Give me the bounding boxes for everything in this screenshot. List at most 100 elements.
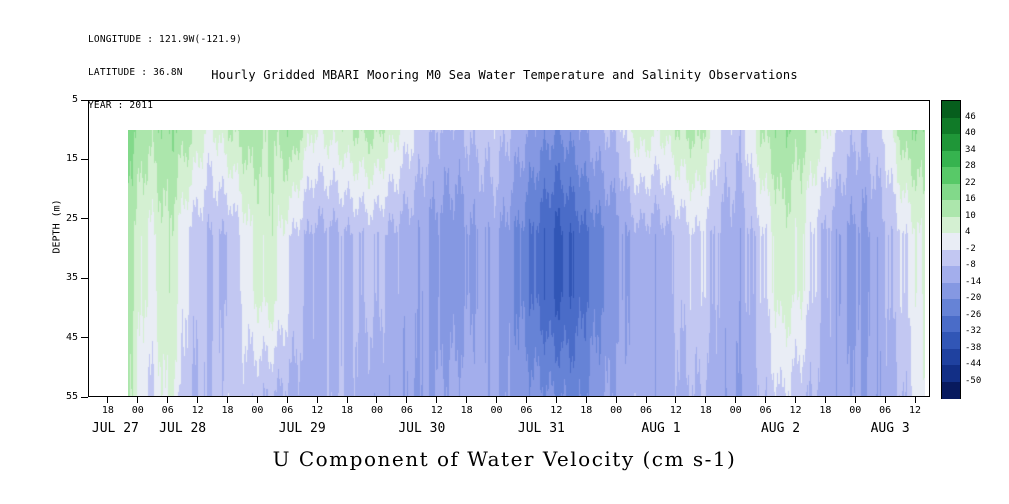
velocity-heatmap	[128, 130, 925, 397]
x-tick	[496, 397, 498, 403]
y-tick-label: 35	[65, 272, 78, 284]
x-tick-label: 18	[819, 405, 832, 416]
x-tick-label: 12	[789, 405, 802, 416]
colorbar-tick-label: 46	[965, 111, 976, 122]
x-tick-label: 18	[101, 405, 114, 416]
x-tick-label: 18	[221, 405, 234, 416]
x-tick	[376, 397, 378, 403]
colorbar-segment	[942, 167, 960, 184]
colorbar-segment	[942, 266, 960, 283]
y-tick	[81, 277, 88, 279]
colorbar-segment	[942, 381, 960, 399]
y-tick-label: 45	[65, 331, 78, 343]
x-tick-label: 06	[161, 405, 174, 416]
date-label: JUL 31	[517, 421, 565, 436]
colorbar-tick-label: -20	[965, 293, 982, 303]
colorbar-tick-label: -32	[965, 326, 982, 336]
x-tick-label: 00	[490, 405, 503, 416]
x-tick-label: 00	[849, 405, 862, 416]
colorbar-segment	[942, 134, 960, 151]
x-tick	[735, 397, 737, 403]
date-label: JUL 27	[91, 421, 139, 436]
date-label: AUG 1	[641, 421, 681, 436]
y-tick	[81, 158, 88, 160]
colorbar-tick-label: -44	[965, 359, 982, 369]
header-block: LONGITUDE : 121.9W(-121.9) LATITUDE : 36…	[88, 12, 242, 133]
x-tick	[286, 397, 288, 403]
x-tick-label: 12	[550, 405, 563, 416]
colorbar-segment	[942, 233, 960, 250]
x-tick-label: 18	[460, 405, 473, 416]
date-label: JUL 30	[398, 421, 446, 436]
header-latitude: LATITUDE : 36.8N	[88, 67, 183, 78]
x-tick	[346, 397, 348, 403]
colorbar-segment	[942, 315, 960, 333]
header-year: YEAR : 2011	[88, 100, 154, 111]
plot-frame	[88, 100, 930, 397]
y-tick-label: 55	[65, 391, 78, 402]
colorbar-segment	[942, 282, 960, 300]
x-tick	[884, 397, 886, 403]
colorbar-segment	[942, 299, 960, 316]
x-tick	[197, 397, 199, 403]
x-tick	[765, 397, 767, 403]
colorbar-tick-label: -8	[965, 260, 976, 270]
colorbar-tick-label: 40	[965, 128, 976, 138]
y-axis-label: DEPTH (m)	[51, 199, 63, 254]
colorbar-segment	[942, 348, 960, 366]
colorbar-segment	[942, 101, 960, 118]
x-tick-label: 06	[520, 405, 533, 416]
x-tick	[466, 397, 468, 403]
date-label: JUL 28	[159, 421, 207, 436]
x-tick	[914, 397, 916, 403]
colorbar-tick-label: -50	[965, 375, 982, 386]
x-axis-title: U Component of Water Velocity (cm s-1)	[272, 447, 737, 471]
x-tick	[436, 397, 438, 403]
x-tick-label: 18	[699, 405, 712, 416]
colorbar-tick-label: 28	[965, 161, 976, 171]
x-tick	[137, 397, 139, 403]
colorbar-segment	[942, 249, 960, 267]
x-tick-label: 00	[251, 405, 264, 416]
colorbar-segment	[942, 183, 960, 201]
x-tick-label: 00	[131, 405, 144, 416]
colorbar-segment	[942, 117, 960, 135]
date-label: AUG 3	[870, 421, 910, 436]
colorbar-tick-label: -2	[965, 243, 976, 254]
colorbar-tick-label: -14	[965, 276, 982, 287]
x-tick-label: 00	[729, 405, 742, 416]
x-tick-label: 06	[281, 405, 294, 416]
x-tick-label: 06	[639, 405, 653, 416]
x-tick-label: 12	[669, 405, 682, 416]
x-tick	[256, 397, 258, 403]
colorbar-segment	[942, 200, 960, 217]
x-tick-label: 00	[370, 405, 383, 416]
x-tick	[824, 397, 826, 403]
x-tick-label: 06	[879, 405, 892, 416]
x-tick-label: 12	[909, 405, 922, 416]
x-tick-label: 00	[610, 405, 623, 416]
x-tick	[316, 397, 318, 403]
colorbar-tick-label: -26	[965, 309, 982, 320]
x-tick	[854, 397, 856, 403]
colorbar-segment	[942, 216, 960, 234]
colorbar-segment	[942, 332, 960, 349]
x-tick-label: 12	[430, 405, 443, 416]
y-tick	[81, 218, 88, 220]
x-tick	[794, 397, 796, 403]
x-tick	[406, 397, 408, 403]
x-tick-label: 06	[400, 405, 413, 416]
y-tick	[81, 337, 88, 339]
colorbar-tick-label: -38	[965, 342, 982, 353]
x-tick	[645, 397, 647, 403]
x-tick-label: 06	[759, 405, 772, 416]
colorbar-tick-label: 22	[965, 177, 976, 188]
x-tick	[227, 397, 228, 403]
x-tick	[675, 397, 677, 403]
x-tick	[585, 397, 587, 403]
colorbar-tick-label: 4	[965, 227, 971, 237]
x-tick-label: 18	[580, 405, 593, 416]
x-tick-label: 18	[341, 405, 354, 416]
y-tick	[81, 99, 88, 101]
colorbar	[941, 100, 961, 399]
